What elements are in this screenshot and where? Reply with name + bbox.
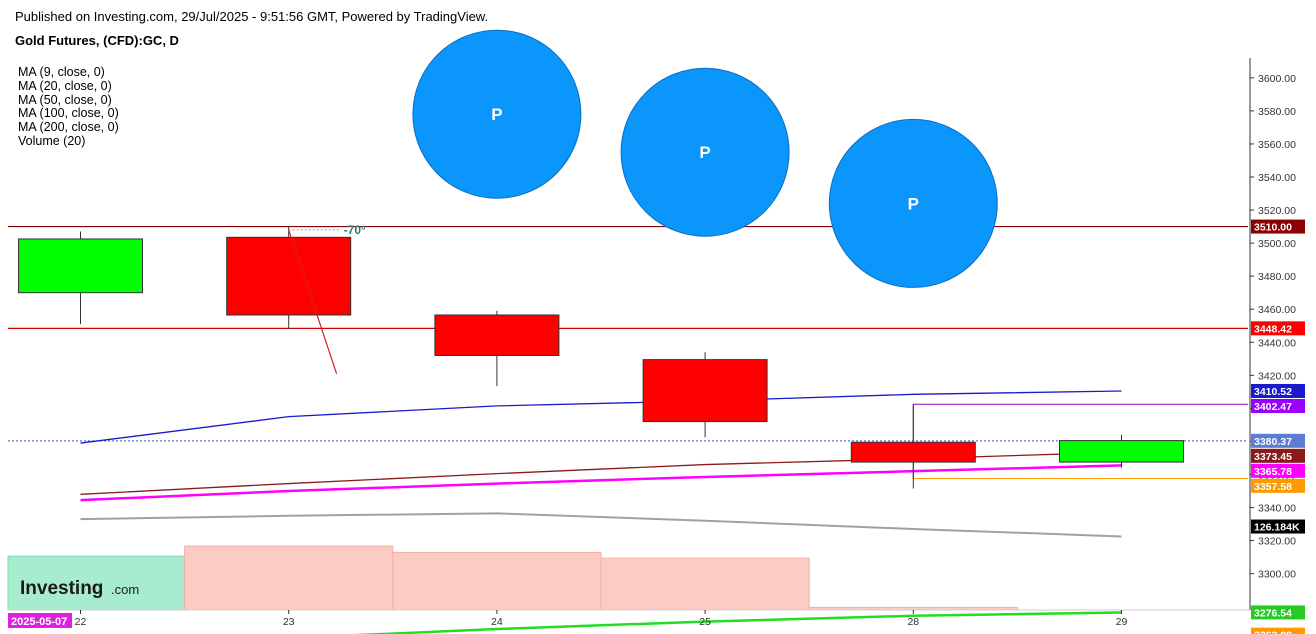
y-tick-label: 3300.00 bbox=[1258, 569, 1296, 581]
y-tick-label: 3600.00 bbox=[1258, 73, 1296, 85]
price-badge bbox=[1251, 478, 1305, 493]
markers: P P P bbox=[412, 29, 998, 288]
x-tick-label: 25 bbox=[699, 616, 711, 628]
time-axis[interactable]: 22 23 24 25 28 29 bbox=[75, 610, 1128, 628]
y-tick-label: 3560.00 bbox=[1258, 139, 1296, 151]
moving-average-line bbox=[80, 512, 1122, 538]
legend-ma-9[interactable]: MA (9, close, 0) bbox=[18, 65, 105, 79]
angle-line bbox=[288, 229, 338, 374]
price-badge bbox=[1251, 463, 1305, 478]
investing-logo: Investing .com bbox=[20, 578, 139, 599]
candle-body bbox=[1059, 440, 1184, 463]
moving-average-line bbox=[80, 390, 1122, 444]
y-tick-label: 3460.00 bbox=[1258, 304, 1296, 316]
candles bbox=[18, 225, 1184, 489]
legend-ma-20[interactable]: MA (20, close, 0) bbox=[18, 78, 112, 93]
price-badge bbox=[1251, 321, 1305, 336]
moving-average-line bbox=[80, 464, 1122, 502]
legend-ma-100[interactable]: MA (100, close, 0) bbox=[18, 106, 119, 121]
price-badge-label: 3402.47 bbox=[1254, 401, 1292, 413]
candle-body bbox=[434, 314, 560, 356]
pattern-marker bbox=[828, 118, 998, 288]
volume-bar bbox=[184, 545, 394, 611]
date-badge: 2025-05-07 bbox=[8, 613, 72, 628]
logo-text: Investing bbox=[20, 578, 103, 599]
volume-bar bbox=[392, 551, 602, 611]
price-badge-label: 3357.58 bbox=[1254, 481, 1292, 493]
y-tick-label: 3580.00 bbox=[1258, 106, 1296, 118]
moving-average-line bbox=[353, 611, 1122, 634]
symbol-title: Gold Futures, (CFD):GC, D bbox=[15, 33, 179, 48]
volume-layer bbox=[7, 545, 1018, 611]
legend-ma-200[interactable]: MA (200, close, 0) bbox=[18, 120, 119, 135]
x-tick-label: 23 bbox=[283, 616, 295, 628]
publisher-line: Published on Investing.com, 29/Jul/2025 … bbox=[15, 9, 489, 24]
price-badge-label: 3276.54 bbox=[1254, 607, 1292, 619]
date-badge-label: 2025-05-07 bbox=[11, 616, 67, 628]
price-badge bbox=[1251, 605, 1305, 620]
y-tick-label: 3500.00 bbox=[1258, 238, 1296, 250]
price-badge-label: 3373.45 bbox=[1254, 451, 1292, 463]
pattern-marker bbox=[412, 29, 582, 199]
volume-bar bbox=[600, 557, 810, 611]
y-tick-label: 3420.00 bbox=[1258, 370, 1296, 382]
price-badge-label: 3263.08 bbox=[1254, 630, 1292, 634]
pattern-marker bbox=[620, 67, 790, 237]
angle-annotation: -70° bbox=[344, 223, 366, 237]
logo-suffix: .com bbox=[111, 582, 139, 597]
y-tick-label: 3480.00 bbox=[1258, 271, 1296, 283]
date-badge-bg bbox=[8, 613, 72, 628]
price-badge bbox=[1251, 519, 1305, 534]
y-tick-label: 3440.00 bbox=[1258, 337, 1296, 349]
price-badge bbox=[1251, 627, 1305, 634]
y-tick-label: 3540.00 bbox=[1258, 172, 1296, 184]
price-badge-label: 3510.00 bbox=[1254, 222, 1292, 234]
price-badge bbox=[1251, 448, 1305, 463]
price-badge-label: 3380.37 bbox=[1254, 436, 1292, 448]
x-tick-label: 22 bbox=[75, 616, 87, 628]
price-badge bbox=[1251, 433, 1305, 448]
price-badges: 3510.00 3448.42 3410.52 3402.47 3380.37 3373.… bbox=[1251, 219, 1305, 634]
indicator-legend: MA (9, close, 0) MA (20, close, 0) MA (5… bbox=[18, 65, 119, 149]
price-badge-label: 126.184K bbox=[1254, 522, 1300, 534]
legend-volume[interactable]: Volume (20) bbox=[18, 133, 86, 148]
price-badge bbox=[1251, 398, 1305, 413]
candle-body bbox=[642, 359, 768, 423]
pattern-marker-label: P bbox=[699, 143, 710, 162]
x-tick-label: 29 bbox=[1116, 616, 1128, 628]
price-badge bbox=[1251, 219, 1305, 234]
y-tick-label: 3340.00 bbox=[1258, 503, 1296, 515]
candle-body bbox=[850, 441, 976, 463]
price-badge-label: 3365.78 bbox=[1254, 466, 1292, 478]
price-badge-label: 3448.42 bbox=[1254, 323, 1292, 335]
pattern-marker-label: P bbox=[491, 105, 502, 124]
price-badge bbox=[1251, 383, 1305, 398]
legend-ma-50[interactable]: MA (50, close, 0) bbox=[18, 92, 112, 107]
candle-body bbox=[18, 238, 143, 294]
y-tick-label: 3320.00 bbox=[1258, 536, 1296, 548]
price-badge-label: 3410.52 bbox=[1254, 386, 1292, 398]
pattern-marker-label: P bbox=[908, 194, 919, 213]
candle-body bbox=[226, 236, 352, 316]
annotations: -70° bbox=[288, 223, 366, 374]
y-tick-label: 3520.00 bbox=[1258, 205, 1296, 217]
x-tick-label: 24 bbox=[491, 616, 503, 628]
x-tick-label: 28 bbox=[907, 616, 919, 628]
